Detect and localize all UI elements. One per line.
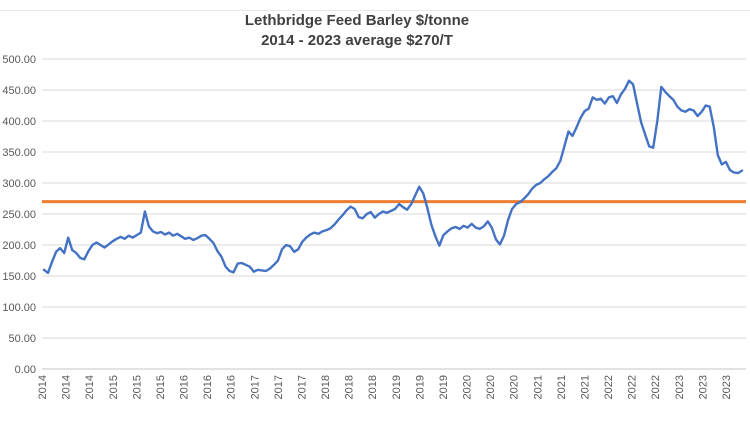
chart-top-border	[0, 10, 750, 11]
x-tick-label: 2022	[650, 375, 662, 399]
y-tick-label: 400.00	[2, 116, 36, 128]
chart-title-line1: Lethbridge Feed Barley $/tonne	[244, 12, 470, 29]
x-tick-label: 2018	[320, 375, 332, 399]
x-tick-label: 2016	[226, 375, 238, 399]
x-tick-label: 2018	[344, 375, 356, 399]
y-tick-label: 150.00	[2, 271, 36, 283]
x-tick-label: 2023	[674, 375, 686, 399]
x-tick-label: 2022	[627, 375, 639, 399]
y-tick-label: 200.00	[2, 240, 36, 252]
x-tick-label: 2021	[579, 375, 591, 399]
x-tick-label: 2015	[108, 375, 120, 399]
x-tick-label: 2014	[84, 375, 96, 399]
x-tick-label: 2018	[367, 375, 379, 399]
x-tick-label: 2020	[485, 375, 497, 399]
y-tick-label: 350.00	[2, 147, 36, 159]
x-tick-label: 2020	[462, 375, 474, 399]
y-tick-label: 300.00	[2, 178, 36, 190]
x-tick-label: 2016	[202, 375, 214, 399]
x-tick-label: 2019	[414, 375, 426, 399]
chart-title: Lethbridge Feed Barley $/tonne 2014 - 20…	[107, 11, 607, 51]
x-tick-label: 2021	[556, 375, 568, 399]
x-tick-label: 2017	[296, 375, 308, 399]
x-tick-label: 2017	[273, 375, 285, 399]
x-tick-label: 2015	[131, 375, 143, 399]
x-tick-label: 2020	[509, 375, 521, 399]
y-tick-label: 50.00	[8, 333, 36, 345]
y-tick-label: 500.00	[2, 54, 36, 66]
x-tick-label: 2023	[697, 375, 709, 399]
x-tick-label: 2021	[532, 375, 544, 399]
x-tick-label: 2014	[37, 375, 49, 399]
x-tick-label: 2015	[155, 375, 167, 399]
chart-title-line2: 2014 - 2023 average $270/T	[261, 32, 453, 49]
y-tick-label: 100.00	[2, 302, 36, 314]
y-tick-label: 250.00	[2, 209, 36, 221]
y-tick-label: 0.00	[15, 364, 36, 376]
barley-price-series-line	[42, 79, 744, 275]
x-tick-label: 2019	[438, 375, 450, 399]
y-tick-label: 450.00	[2, 85, 36, 97]
x-tick-label: 2017	[249, 375, 261, 399]
x-tick-label: 2016	[179, 375, 191, 399]
x-tick-label: 2014	[61, 375, 73, 399]
x-tick-label: 2019	[391, 375, 403, 399]
x-tick-label: 2022	[603, 375, 615, 399]
x-tick-label: 2023	[721, 375, 733, 399]
